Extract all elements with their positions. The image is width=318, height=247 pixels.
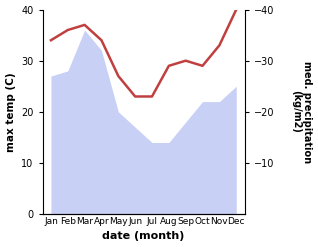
Y-axis label: max temp (C): max temp (C) xyxy=(5,72,16,152)
Y-axis label: med. precipitation
(kg/m2): med. precipitation (kg/m2) xyxy=(291,61,313,163)
X-axis label: date (month): date (month) xyxy=(102,231,185,242)
